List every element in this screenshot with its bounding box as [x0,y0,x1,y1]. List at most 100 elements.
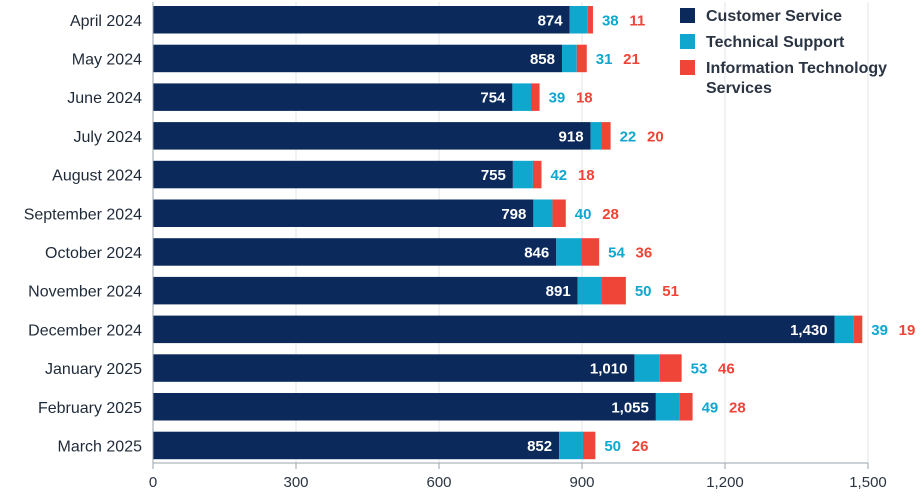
bar-segment [153,393,656,421]
data-label: 53 [691,361,708,378]
legend-swatch [680,8,695,23]
bar-segment [552,199,566,227]
category-label: April 2024 [70,13,142,30]
bar-segment [655,393,680,421]
data-label: 918 [559,128,584,145]
bar-segment [512,83,531,111]
bar-segment [577,276,602,305]
legend-label: Customer Service [706,8,842,25]
bar-segment [601,276,626,305]
data-label: 39 [549,90,566,107]
data-label: 798 [501,206,526,223]
data-label: 31 [596,51,613,68]
bar-segment [576,44,587,73]
bar-segment [153,238,557,266]
data-label: 754 [480,90,506,107]
x-tick-label: 0 [149,474,157,491]
bar-segment [679,393,693,421]
bar-segment [601,122,611,150]
data-label: 1,010 [590,361,628,378]
data-label: 22 [620,128,637,145]
data-label: 18 [576,90,593,107]
bar-segment [587,6,593,34]
data-label: 1,055 [611,399,649,416]
legend: Customer Service Technical Support Informa… [680,8,887,97]
x-tick-label: 300 [283,474,308,491]
data-label: 891 [546,283,571,300]
x-tick-label: 1,500 [849,474,887,491]
legend-label: Information Technology Services [706,60,887,97]
category-label: January 2025 [45,361,142,378]
bars [153,6,863,460]
bar-segment [533,199,553,227]
bar-segment [853,315,863,344]
bar-segment [530,83,540,111]
data-label: 46 [718,361,735,378]
bar-segment [532,160,542,189]
data-label: 36 [636,244,653,261]
bar-segment [634,354,660,382]
category-label: September 2024 [24,206,142,223]
gridlines [295,2,869,463]
bar-segment [569,6,588,34]
data-label: 846 [524,244,549,261]
data-label: 26 [632,438,649,455]
category-label: March 2025 [58,438,143,455]
data-label: 11 [629,12,645,29]
data-label: 39 [871,322,888,339]
x-tick-label: 900 [569,474,594,491]
data-label: 28 [602,206,619,223]
bar-segment [153,122,591,150]
bar-segment [153,6,570,34]
category-label: February 2025 [38,400,142,417]
bar-segment [153,276,578,305]
bar-segment [153,354,635,382]
data-label: 50 [635,283,652,300]
bar-segment [559,431,583,460]
bar-segment [153,315,835,344]
legend-swatch [680,34,695,49]
bar-segment [512,160,533,189]
legend-label: Technical Support [706,34,845,51]
data-label: 19 [899,322,916,339]
data-label: 874 [538,12,564,29]
bar-segment [582,238,600,266]
bar-segment [153,160,513,189]
category-label: August 2024 [52,168,142,185]
category-label: October 2024 [45,245,142,262]
category-label: November 2024 [28,284,142,301]
bar-segment [153,431,560,460]
category-label: December 2024 [28,322,142,339]
data-label: 51 [662,283,679,300]
bar-segment [582,431,596,460]
category-label: June 2024 [67,90,142,107]
data-label: 20 [647,128,664,145]
category-label: July 2024 [74,129,143,146]
x-tick-label: 600 [426,474,451,491]
bar-segment [561,44,577,73]
data-label: 852 [527,438,552,455]
data-label: 1,430 [790,322,828,339]
x-axis: 0 300 600 900 1,200 1,500 [149,2,887,491]
bar-segment [834,315,854,344]
data-label: 38 [602,12,619,29]
labels: April 2024 874 38 11 May 2024 858 31 21 June 202… [24,12,916,455]
data-label: 21 [623,51,640,68]
bar-segment [556,238,582,266]
bar-segment [153,83,513,111]
data-label: 40 [575,206,592,223]
data-label: 49 [702,399,719,416]
data-label: 755 [481,167,506,184]
bar-segment [659,354,682,382]
data-label: 50 [604,438,621,455]
x-tick-label: 1,200 [706,474,744,491]
bar-segment [153,44,562,73]
data-label: 28 [729,399,746,416]
data-label: 858 [530,51,555,68]
data-label: 42 [550,167,567,184]
bar-segment [590,122,602,150]
bar-segment [153,199,534,227]
data-label: 54 [608,244,625,261]
category-label: May 2024 [72,51,142,68]
